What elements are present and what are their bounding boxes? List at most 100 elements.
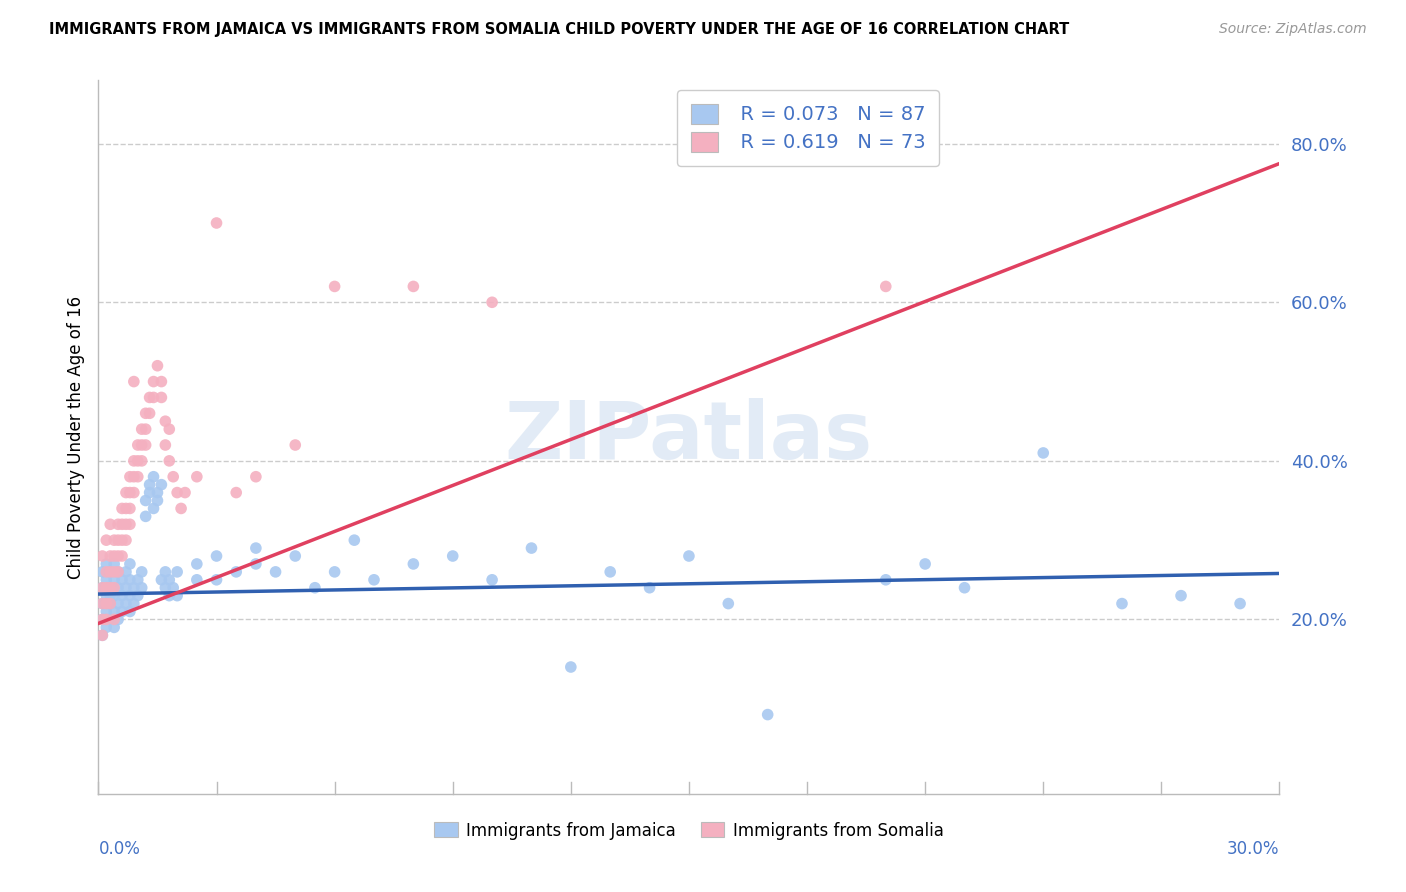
Point (118, 589, 141, 603)
Point (717, 597, 740, 611)
Point (135, 422, 157, 436)
Legend: Immigrants from Jamaica, Immigrants from Somalia: Immigrants from Jamaica, Immigrants from… (427, 815, 950, 847)
Point (103, 620, 125, 634)
Point (166, 565, 188, 579)
Point (107, 581, 129, 595)
Point (103, 589, 125, 603)
Point (91, 581, 114, 595)
Point (138, 485, 160, 500)
Point (103, 549, 125, 563)
Point (118, 557, 141, 571)
Y-axis label: Child Poverty Under the Age of 16: Child Poverty Under the Age of 16 (66, 295, 84, 579)
Point (162, 581, 184, 595)
Point (111, 517, 134, 532)
Point (264, 565, 287, 579)
Point (98, 565, 121, 579)
Point (91, 628, 114, 642)
Point (166, 589, 188, 603)
Point (122, 469, 145, 483)
Text: 0.0%: 0.0% (98, 840, 141, 858)
Point (135, 406, 157, 420)
Point (599, 565, 621, 579)
Point (118, 469, 141, 483)
Point (98, 517, 121, 532)
Point (131, 565, 153, 579)
Point (157, 422, 180, 436)
Point (103, 581, 125, 595)
Point (91, 612, 114, 626)
Point (205, 216, 228, 230)
Point (122, 485, 145, 500)
Point (91, 565, 114, 579)
Point (91, 581, 114, 595)
Point (91, 628, 114, 642)
Point (118, 605, 141, 619)
Point (111, 501, 134, 516)
Point (150, 573, 173, 587)
Point (155, 581, 177, 595)
Point (96, 565, 118, 579)
Point (118, 517, 141, 532)
Point (107, 565, 129, 579)
Point (107, 549, 129, 563)
Point (174, 485, 197, 500)
Point (186, 557, 208, 571)
Point (111, 533, 134, 548)
Point (103, 573, 125, 587)
Point (118, 485, 141, 500)
Point (135, 493, 157, 508)
Point (142, 391, 165, 405)
Point (107, 517, 129, 532)
Point (441, 549, 464, 563)
Point (520, 541, 543, 555)
Point (186, 573, 208, 587)
Point (91, 612, 114, 626)
Point (115, 501, 138, 516)
Point (96, 620, 118, 634)
Point (225, 485, 247, 500)
Point (115, 517, 138, 532)
Point (1111, 597, 1133, 611)
Point (96, 612, 118, 626)
Point (96, 589, 118, 603)
Point (638, 581, 661, 595)
Point (131, 422, 153, 436)
Text: 30.0%: 30.0% (1227, 840, 1279, 858)
Text: IMMIGRANTS FROM JAMAICA VS IMMIGRANTS FROM SOMALIA CHILD POVERTY UNDER THE AGE O: IMMIGRANTS FROM JAMAICA VS IMMIGRANTS FR… (49, 22, 1070, 37)
Point (914, 557, 936, 571)
Point (402, 557, 425, 571)
Point (107, 533, 129, 548)
Point (115, 565, 138, 579)
Point (205, 573, 228, 587)
Point (111, 589, 134, 603)
Point (225, 565, 247, 579)
Point (363, 573, 385, 587)
Point (323, 279, 346, 293)
Point (146, 485, 169, 500)
Point (343, 533, 366, 548)
Point (170, 501, 193, 516)
Point (111, 573, 134, 587)
Point (284, 549, 307, 563)
Point (875, 279, 897, 293)
Point (756, 707, 779, 722)
Point (138, 477, 160, 491)
Point (146, 493, 169, 508)
Point (481, 295, 503, 310)
Point (135, 438, 157, 452)
Point (111, 549, 134, 563)
Point (111, 605, 134, 619)
Point (103, 533, 125, 548)
Point (186, 469, 208, 483)
Point (98, 581, 121, 595)
Point (142, 375, 165, 389)
Point (122, 581, 145, 595)
Point (115, 581, 138, 595)
Point (1229, 597, 1251, 611)
Point (245, 469, 267, 483)
Point (127, 454, 149, 468)
Point (1170, 589, 1192, 603)
Point (138, 391, 160, 405)
Point (103, 612, 125, 626)
Point (150, 477, 173, 491)
